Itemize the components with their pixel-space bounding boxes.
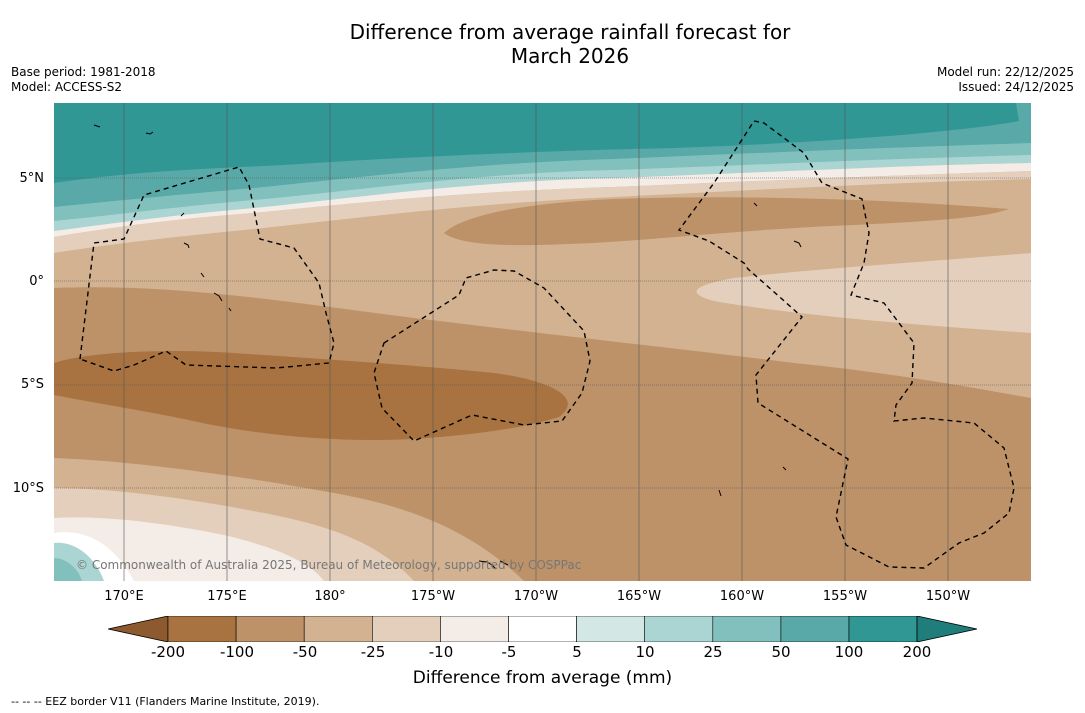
cbar-tick: 100 — [834, 643, 864, 661]
cbar-tick: -50 — [292, 643, 318, 661]
cbar-tick: -5 — [501, 643, 517, 661]
islands — [93, 124, 802, 570]
lon-label-170w: 170°W — [513, 589, 559, 604]
lat-label-5n: 5°N — [19, 171, 45, 186]
title-line-1: Difference from average rainfall forecas… — [349, 20, 791, 44]
cbar-tick: 50 — [771, 643, 791, 661]
colorbar-segment — [848, 615, 918, 643]
lon-label-165w: 165°W — [616, 589, 662, 604]
colorbar-segment — [167, 615, 237, 643]
cbar-tick: -100 — [219, 643, 255, 661]
colorbar-segment — [440, 615, 509, 643]
colorbar-segment — [508, 615, 577, 643]
meta-left: Base period: 1981-2018 Model: ACCESS-S2 — [11, 65, 156, 95]
lat-label-0: 0° — [29, 274, 44, 289]
band-dry-25-north — [54, 171, 1031, 253]
cbar-tick: -25 — [360, 643, 386, 661]
title-line-2: March 2026 — [510, 44, 630, 68]
cbar-tick: -10 — [428, 643, 454, 661]
gridlines — [54, 103, 1031, 581]
colorbar-label: Difference from average (mm) — [412, 668, 673, 688]
band-wet-sw-3 — [54, 558, 82, 581]
colorbar-segment — [780, 615, 850, 643]
colorbar-segment — [235, 615, 305, 643]
lat-label-5s: 5°S — [20, 377, 44, 392]
lon-label-180: 180° — [314, 589, 346, 604]
band-wet-100 — [54, 103, 1019, 183]
cbar-tick: 25 — [703, 643, 723, 661]
colorbar-segment — [576, 615, 646, 643]
cbar-tick: 5 — [572, 643, 582, 661]
lon-label-155w: 155°W — [822, 589, 868, 604]
colorbar-segment — [712, 615, 782, 643]
cbar-tick: 10 — [635, 643, 655, 661]
band-dry-10-north — [54, 163, 1031, 237]
colorbar-extend-high — [916, 615, 978, 643]
cbar-tick: 200 — [902, 643, 932, 661]
lon-label-175e: 175°E — [207, 589, 247, 604]
base-period: Base period: 1981-2018 — [11, 65, 156, 79]
colorbar-segment — [371, 615, 441, 643]
band-dry-100-north — [444, 197, 1009, 246]
lon-label-150w: 150°W — [925, 589, 971, 604]
eez-borders — [79, 120, 1015, 569]
eez-footnote: -- -- -- EEZ border V11 (Flanders Marine… — [11, 695, 320, 708]
lon-label-170e: 170°E — [104, 589, 144, 604]
colorbar — [107, 615, 978, 646]
copyright-notice: © Commonwealth of Australia 2025, Bureau… — [76, 558, 582, 572]
colorbar-extend-low — [107, 615, 169, 643]
model-name: Model: ACCESS-S2 — [11, 80, 123, 94]
colorbar-segment — [303, 615, 373, 643]
model-run: Model run: 22/12/2025 — [936, 65, 1074, 79]
meta-right: Model run: 22/12/2025 Issued: 24/12/2025 — [937, 65, 1074, 95]
colorbar-segment — [644, 615, 714, 643]
lon-label-175w: 175°W — [410, 589, 456, 604]
band-dry-25-east — [696, 253, 1031, 333]
cbar-tick: -200 — [150, 643, 186, 661]
chart-title: Difference from average rainfall forecas… — [0, 20, 1085, 68]
lat-label-10s: 10°S — [12, 481, 44, 496]
band-dry-200 — [54, 351, 568, 441]
issued-date: Issued: 24/12/2025 — [958, 80, 1074, 94]
rainfall-map — [54, 103, 1031, 581]
lon-label-160w: 160°W — [719, 589, 765, 604]
